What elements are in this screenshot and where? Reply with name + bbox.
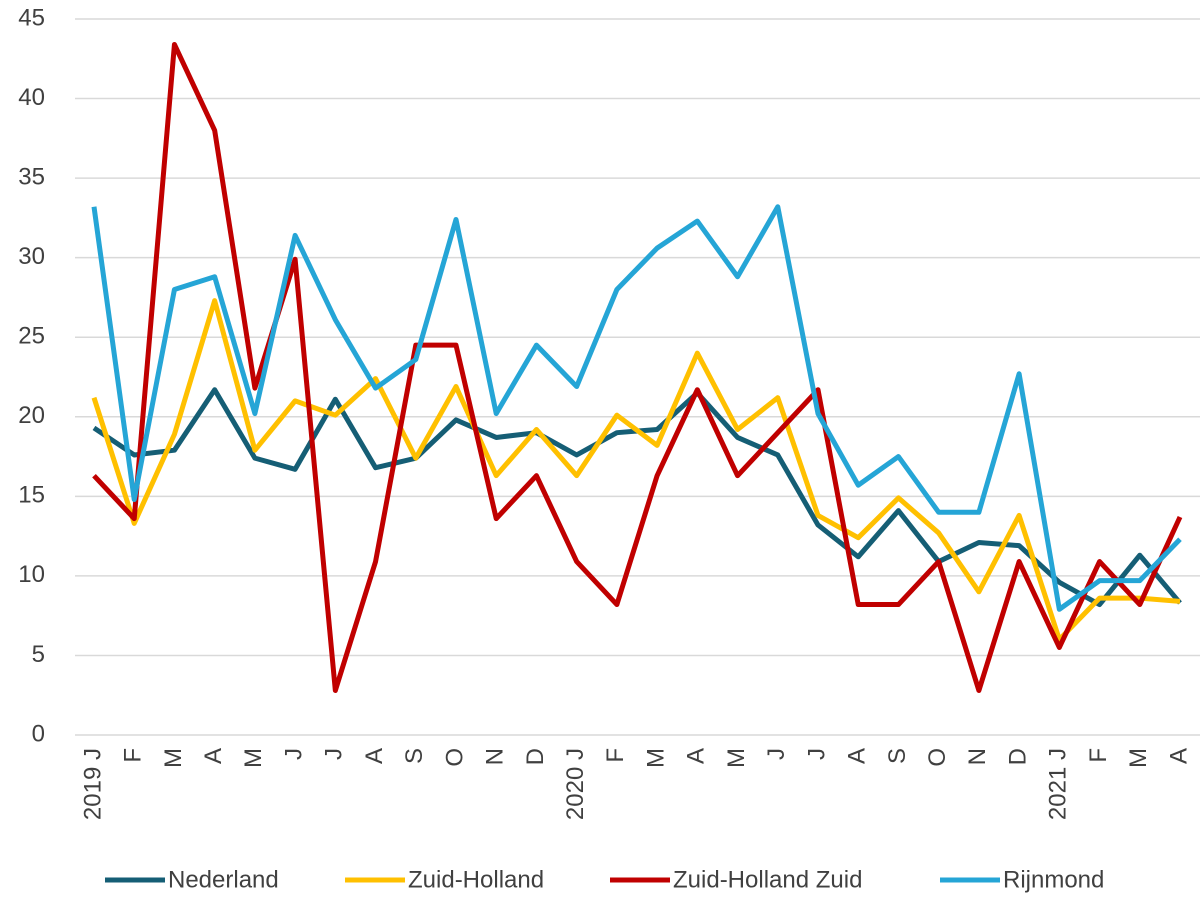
x-tick-label: M bbox=[240, 748, 267, 768]
x-tick-label: S bbox=[884, 748, 911, 764]
y-tick-label: 10 bbox=[18, 561, 45, 588]
x-tick-label: S bbox=[401, 748, 428, 764]
x-tick-label: F bbox=[1085, 748, 1112, 763]
x-tick-label: M bbox=[723, 748, 750, 768]
x-tick-label: A bbox=[200, 748, 227, 764]
x-tick-label: J bbox=[803, 748, 830, 760]
y-tick-label: 20 bbox=[18, 402, 45, 429]
x-tick-label: N bbox=[482, 748, 509, 765]
legend-label: Zuid-Holland bbox=[408, 866, 544, 893]
legend-label: Rijnmond bbox=[1003, 866, 1104, 893]
x-tick-label: D bbox=[522, 748, 549, 765]
series-line bbox=[92, 41, 1183, 693]
x-tick-label: D bbox=[1004, 748, 1031, 765]
x-tick-label: F bbox=[602, 748, 629, 763]
x-tick-label: M bbox=[1125, 748, 1152, 768]
y-tick-label: 5 bbox=[32, 641, 45, 668]
x-tick-label: 2019 J bbox=[79, 748, 106, 820]
x-tick-label: J bbox=[280, 748, 307, 760]
x-tick-label: A bbox=[683, 748, 710, 764]
x-tick-label: M bbox=[160, 748, 187, 768]
y-tick-label: 40 bbox=[18, 84, 45, 111]
x-tick-label: O bbox=[924, 748, 951, 767]
x-tick-label: O bbox=[441, 748, 468, 767]
x-tick-label: M bbox=[642, 748, 669, 768]
x-tick-label: A bbox=[1165, 748, 1192, 764]
y-tick-label: 25 bbox=[18, 323, 45, 350]
x-tick-label: J bbox=[321, 748, 348, 760]
legend-label: Zuid-Holland Zuid bbox=[673, 866, 862, 893]
x-tick-label: 2020 J bbox=[562, 748, 589, 820]
y-tick-label: 45 bbox=[18, 4, 45, 31]
x-tick-label: A bbox=[844, 748, 871, 764]
x-tick-label: F bbox=[120, 748, 147, 763]
series-line bbox=[91, 298, 1181, 643]
series-line bbox=[91, 204, 1182, 612]
x-tick-label: N bbox=[964, 748, 991, 765]
y-tick-label: 15 bbox=[18, 482, 45, 509]
y-tick-label: 30 bbox=[18, 243, 45, 270]
x-tick-label: A bbox=[361, 748, 388, 764]
x-tick-label: 2021 J bbox=[1045, 748, 1072, 820]
x-tick-label: J bbox=[763, 748, 790, 760]
legend-label: Nederland bbox=[168, 866, 279, 893]
y-tick-label: 0 bbox=[32, 720, 45, 747]
y-tick-label: 35 bbox=[18, 163, 45, 190]
